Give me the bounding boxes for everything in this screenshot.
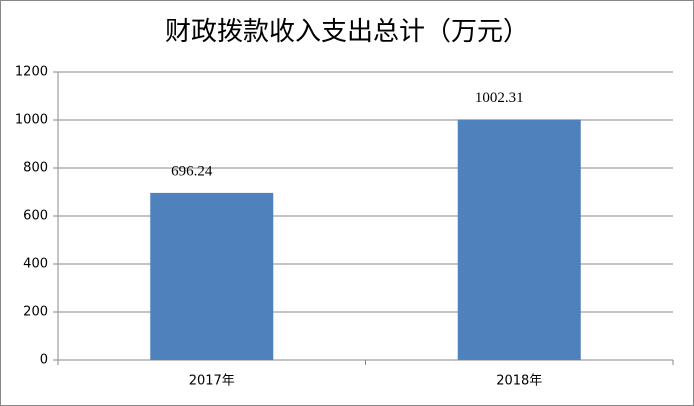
value-label: 696.24 [171, 163, 213, 179]
x-tick-label: 2018年 [496, 374, 542, 389]
y-tick-label: 1000 [15, 113, 48, 128]
x-tick-label: 2017年 [189, 374, 235, 389]
y-tick-label: 800 [23, 161, 48, 176]
y-tick-label: 600 [23, 209, 48, 224]
value-label: 1002.31 [475, 90, 524, 106]
bar [150, 192, 274, 360]
y-tick-label: 1200 [15, 65, 48, 80]
y-tick-label: 400 [23, 257, 48, 272]
y-tick-label: 0 [40, 353, 48, 368]
y-tick-label: 200 [23, 305, 48, 320]
chart-title: 财政拨款收入支出总计（万元） [165, 17, 529, 47]
bar [457, 119, 581, 360]
